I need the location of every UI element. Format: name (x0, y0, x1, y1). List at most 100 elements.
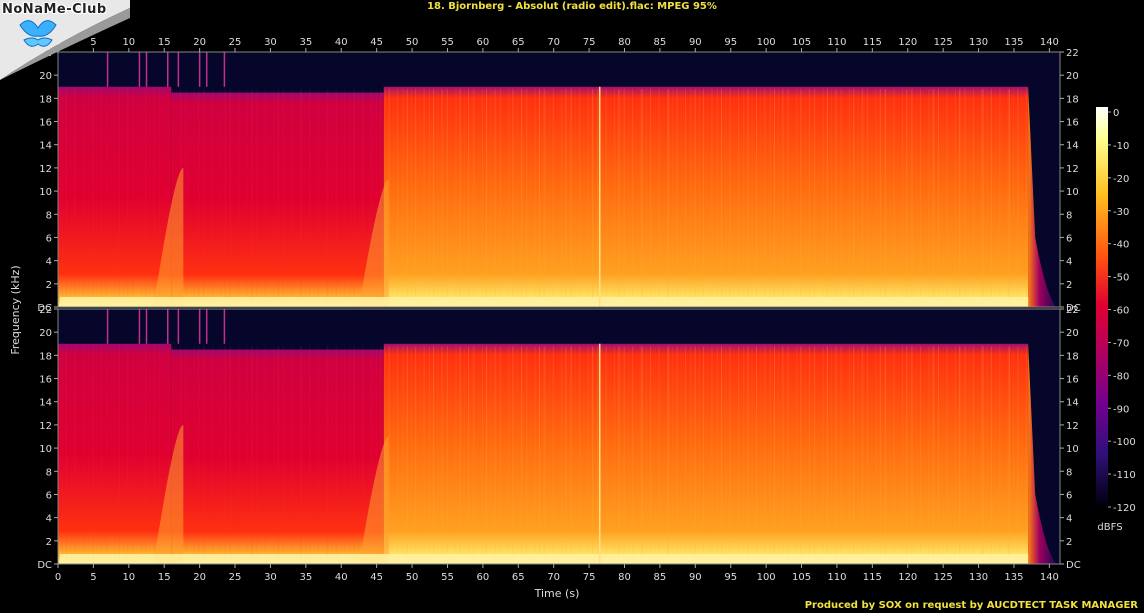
y-tick-label: 14 (1066, 141, 1079, 152)
y-tick-label: 18 (1066, 94, 1079, 105)
channel-panel-2 (57, 308, 1061, 565)
x-tick-label: 95 (724, 572, 737, 583)
y-tick-label: 6 (1066, 490, 1072, 501)
y-tick-label: 10 (1066, 444, 1079, 455)
x-tick-label: 130 (969, 572, 988, 583)
panel-frame (57, 308, 1061, 565)
x-tick-label: 85 (654, 572, 667, 583)
x-tick-label: 35 (299, 37, 312, 48)
spectral-segment-4 (599, 86, 1029, 307)
x-tick-label: 25 (229, 572, 242, 583)
x-tick-label: 90 (689, 37, 702, 48)
y-tick-label: DC (1066, 303, 1081, 314)
y-tick-label: 10 (39, 187, 52, 198)
x-tick-label: 120 (898, 37, 917, 48)
x-tick-label: 110 (827, 572, 846, 583)
y-tick-label: 20 (39, 71, 52, 82)
spectral-segment-1 (58, 343, 172, 564)
bass-band (60, 554, 1032, 564)
x-tick-label: 25 (229, 37, 242, 48)
x-tick-label: 45 (370, 572, 383, 583)
transient-burst-1 (153, 424, 184, 564)
fade-out-tail (1028, 343, 1057, 564)
x-tick-label: 125 (934, 37, 953, 48)
y-axis-label: Frequency (kHz) (9, 265, 22, 354)
footer-credit: Produced by SOX on request by AUCDTECT T… (804, 600, 1138, 611)
colorbar-label: dBFS (1097, 522, 1122, 533)
y-tick-label: 8 (46, 210, 52, 221)
chart-title: 18. Bjornberg - Absolut (radio edit).fla… (427, 1, 717, 12)
y-tick-label: 2 (46, 537, 52, 548)
y-tick-label: 4 (46, 514, 52, 525)
x-tick-label: 30 (264, 37, 277, 48)
spectral-segment-1 (58, 86, 172, 307)
y-tick-label: 22 (1066, 48, 1079, 59)
y-tick-label: 16 (39, 375, 52, 386)
y-tick-label: 22 (1066, 305, 1079, 316)
y-tick-label: 4 (1066, 514, 1072, 525)
x-tick-label: 130 (969, 37, 988, 48)
x-tick-label: 5 (90, 37, 96, 48)
x-tick-label: 110 (827, 37, 846, 48)
colorbar-tick-label: 0 (1113, 108, 1119, 119)
x-tick-label: 10 (122, 37, 135, 48)
y-tick-label: 4 (46, 257, 52, 268)
x-tick-label: 85 (654, 37, 667, 48)
x-tick-label: 60 (477, 572, 490, 583)
x-tick-label: 55 (441, 572, 454, 583)
y-tick-label: 10 (39, 444, 52, 455)
x-tick-label: 75 (583, 37, 596, 48)
transient-burst-2 (358, 179, 389, 307)
x-tick-label: 65 (512, 572, 525, 583)
fade-out-tail (1028, 86, 1057, 307)
y-tick-label: 8 (46, 467, 52, 478)
x-tick-label: 115 (863, 572, 882, 583)
x-tick-label: 50 (406, 572, 419, 583)
y-tick-label: 16 (39, 118, 52, 129)
x-tick-label: 125 (934, 572, 953, 583)
colorbar-tick-label: -70 (1113, 338, 1129, 349)
y-tick-label: DC (37, 303, 52, 314)
spectral-segment-4 (599, 343, 1029, 564)
colorbar-tick-label: -110 (1113, 470, 1136, 481)
x-tick-label: 5 (90, 572, 96, 583)
y-tick-label: 22 (39, 305, 52, 316)
colorbar-tick-label: -50 (1113, 273, 1129, 284)
y-tick-label: 12 (1066, 164, 1079, 175)
channel-panel-1 (57, 51, 1061, 308)
x-tick-label: 40 (335, 572, 348, 583)
y-tick-label: 10 (1066, 187, 1079, 198)
y-tick-label: 16 (1066, 118, 1079, 129)
x-tick-label: 140 (1040, 37, 1059, 48)
y-tick-label: 4 (1066, 257, 1072, 268)
transient-burst-1 (153, 167, 184, 307)
y-tick-label: 2 (46, 280, 52, 291)
y-tick-label: 14 (39, 398, 52, 409)
x-tick-label: 135 (1004, 572, 1023, 583)
y-tick-label: 6 (46, 490, 52, 501)
x-tick-label: 105 (792, 37, 811, 48)
y-tick-label: 20 (1066, 71, 1079, 82)
y-tick-label: 20 (1066, 328, 1079, 339)
x-tick-label: 15 (158, 572, 171, 583)
colorbar-tick-label: -120 (1113, 503, 1136, 514)
colorbar-tick-label: -90 (1113, 404, 1129, 415)
y-tick-label: DC (37, 560, 52, 571)
spectral-segment-3 (383, 343, 600, 564)
x-tick-label: 45 (370, 37, 383, 48)
colorbar-tick-label: -40 (1113, 240, 1129, 251)
y-tick-label: 16 (1066, 375, 1079, 386)
y-tick-label: 6 (46, 233, 52, 244)
x-tick-label: 65 (512, 37, 525, 48)
x-tick-label: 0 (55, 572, 61, 583)
x-tick-label: 70 (547, 572, 560, 583)
logo-graphic (0, 0, 130, 80)
y-tick-label: 18 (39, 351, 52, 362)
spectral-segment-2 (171, 349, 384, 564)
y-tick-label: 12 (39, 164, 52, 175)
bass-band (60, 297, 1032, 307)
panel-frame (57, 51, 1061, 308)
spectral-segment-2 (171, 92, 384, 308)
x-tick-label: 55 (441, 37, 454, 48)
